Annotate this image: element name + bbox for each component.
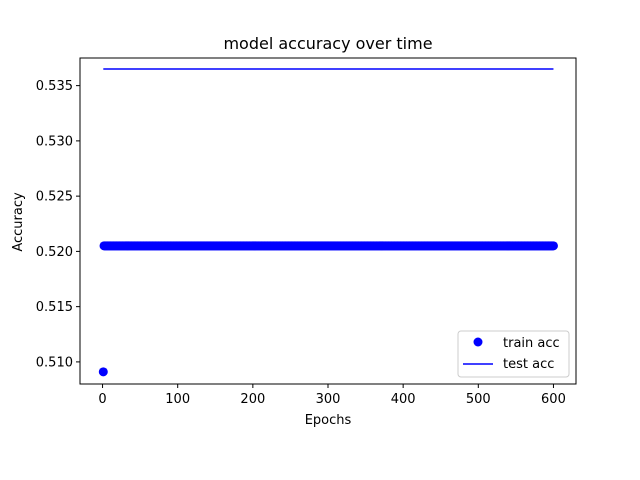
x-tick-label: 600 [541,392,566,407]
x-tick-label: 0 [98,392,106,407]
legend-box [457,330,570,378]
legend-train-marker [473,337,483,347]
plot-area: 0 100 200 300 400 500 600 0.510 0.515 0.520 0.525… [36,57,577,407]
y-tick-label: 0.510 [36,355,73,370]
x-tick-label: 400 [391,392,416,407]
y-axis-ticks: 0.510 0.515 0.520 0.525 0.530 0.535 [36,79,80,370]
legend-test-label: test acc [503,357,554,372]
x-tick-label: 100 [165,392,190,407]
train-acc-point [98,367,108,377]
chart-title: model accuracy over time [223,34,432,53]
y-axis-label: Accuracy [11,192,26,252]
train-acc-points [98,241,558,377]
y-tick-label: 0.525 [36,190,73,205]
series-layer [98,68,558,377]
legend-train-label: train acc [503,336,560,351]
y-tick-label: 0.535 [36,79,73,94]
x-axis-label: Epochs [305,413,352,428]
y-tick-label: 0.520 [36,245,73,260]
y-tick-label: 0.530 [36,134,73,149]
y-tick-label: 0.515 [36,300,73,315]
legend: train acc test acc [457,330,570,378]
x-axis-ticks: 0 100 200 300 400 500 600 [98,384,566,407]
x-tick-label: 500 [466,392,491,407]
train-acc-point [548,241,558,251]
x-tick-label: 200 [240,392,265,407]
x-tick-label: 300 [316,392,341,407]
